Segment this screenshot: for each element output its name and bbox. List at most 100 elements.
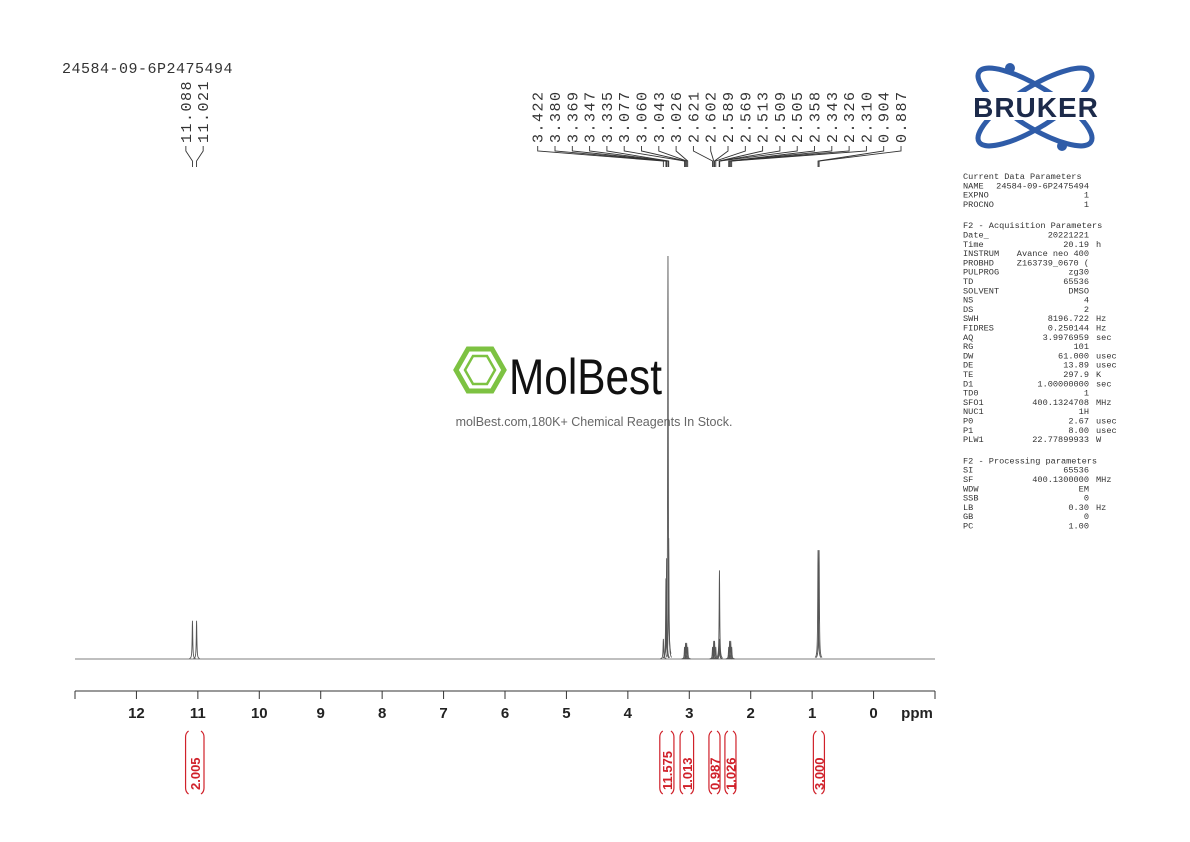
watermark-icon-inner (463, 354, 497, 386)
peak-label: 2.358 (808, 90, 825, 143)
param-value: 4 (1084, 296, 1089, 306)
param-value: 1H (1079, 407, 1089, 417)
param-unit: Hz (1096, 314, 1106, 324)
peak-label: 2.509 (773, 90, 790, 143)
param-key: PROCNO (963, 200, 994, 210)
logo-dot (1005, 63, 1015, 73)
x-tick-label: 12 (128, 705, 145, 722)
param-value: 0 (1084, 512, 1089, 522)
peak-label: 11.088 (179, 80, 196, 143)
param-value: 13.89 (1063, 361, 1089, 371)
peak-connector (606, 146, 670, 167)
x-tick-label: 8 (378, 705, 386, 722)
peak-connector (554, 146, 667, 167)
param-key: FIDRES (963, 324, 994, 334)
peak-connector (817, 146, 885, 167)
param-unit: MHz (1096, 398, 1111, 408)
integral-label: 3.000 (812, 757, 827, 790)
param-value: 1 (1084, 191, 1089, 201)
peak-label: 2.310 (859, 90, 876, 143)
spectrum: 11.088 11.021 3.422 3.380 3.369 3.347 3.335 3.0… (74, 80, 936, 795)
peak-connector (692, 146, 714, 167)
param-unit: usec (1096, 426, 1117, 436)
logo: BRUKER (955, 63, 1115, 151)
param-key: P0 (963, 417, 973, 427)
peak-connector (729, 146, 833, 167)
logo-text: BRUKER (973, 92, 1099, 123)
param-section-title: F2 - Processing parameters (963, 456, 1097, 466)
param-key: TD0 (963, 389, 978, 399)
x-tick-label: 10 (251, 705, 268, 722)
param-value: 1.00 (1068, 522, 1089, 532)
param-value: DMSO (1068, 286, 1089, 296)
integral-bracket (812, 730, 826, 795)
peak-label: 0.904 (877, 90, 894, 143)
peak-connector (731, 146, 867, 167)
param-key: SOLVENT (963, 286, 999, 296)
peak (728, 646, 735, 660)
x-tick-label: 3 (685, 705, 693, 722)
param-unit: W (1096, 435, 1102, 445)
x-tick-label: 6 (501, 705, 509, 722)
peak-label: 2.569 (738, 90, 755, 143)
peak (815, 550, 823, 658)
x-tick-label: 9 (317, 705, 325, 722)
x-tick-label: 7 (439, 705, 447, 722)
param-value: EM (1079, 484, 1089, 494)
peak (682, 642, 689, 660)
param-key: LB (963, 503, 973, 513)
peak-label: 2.621 (686, 90, 703, 143)
peak-connector (571, 146, 668, 167)
param-value: 2 (1084, 305, 1089, 315)
integral-bracket (659, 730, 675, 795)
param-key: P1 (963, 426, 973, 436)
peak (663, 558, 670, 658)
param-key: DW (963, 351, 974, 361)
integral-bracket (724, 730, 737, 795)
peak-label: 0.887 (894, 90, 911, 143)
param-key: AQ (963, 333, 973, 343)
watermark-icon (453, 346, 507, 394)
param-section-title: Current Data Parameters (963, 172, 1082, 182)
integral-label: 1.013 (680, 757, 695, 790)
param-value: 24584-09-6P2475494 (996, 181, 1089, 191)
param-key: TE (963, 370, 973, 380)
peak-label: 3.380 (548, 90, 565, 143)
integral-bracket (679, 730, 695, 795)
peak-label: 2.589 (721, 90, 738, 143)
param-section-title: F2 - Acquisition Parameters (963, 221, 1102, 231)
param-value: 8196.722 (1048, 314, 1089, 324)
x-tick-label: 1 (808, 705, 816, 722)
peak-label: 2.326 (842, 90, 859, 143)
param-key: NS (963, 296, 973, 306)
x-tick-label: 2 (747, 705, 755, 722)
param-value: zg30 (1068, 268, 1089, 278)
x-tick-label: 0 (869, 705, 877, 722)
peak-label: 2.505 (790, 90, 807, 143)
param-value: 1 (1084, 200, 1089, 210)
peak-label: 2.513 (756, 90, 773, 143)
peak-connector (658, 146, 688, 167)
watermark: MolBest molBest.com,180K+ Chemical Reage… (453, 346, 732, 429)
peak-connector (641, 146, 687, 167)
param-key: DS (963, 305, 973, 315)
param-key: SWH (963, 314, 978, 324)
watermark-brand: MolBest (509, 349, 662, 405)
param-unit: MHz (1096, 475, 1111, 485)
param-unit: sec (1096, 379, 1111, 389)
param-unit: usec (1096, 417, 1117, 427)
param-key: NAME (963, 181, 984, 191)
param-key: GB (963, 512, 973, 522)
param-value: 400.1324708 (1032, 398, 1089, 408)
peak (193, 620, 200, 659)
peak-label: 3.347 (583, 90, 600, 143)
param-value: 1 (1084, 389, 1089, 399)
param-unit: usec (1096, 361, 1117, 371)
peak-label: 2.343 (825, 90, 842, 143)
param-unit: sec (1096, 333, 1111, 343)
x-axis-label: ppm (901, 705, 933, 722)
peak-label: 3.060 (635, 90, 652, 143)
logo-dot (1057, 141, 1067, 151)
